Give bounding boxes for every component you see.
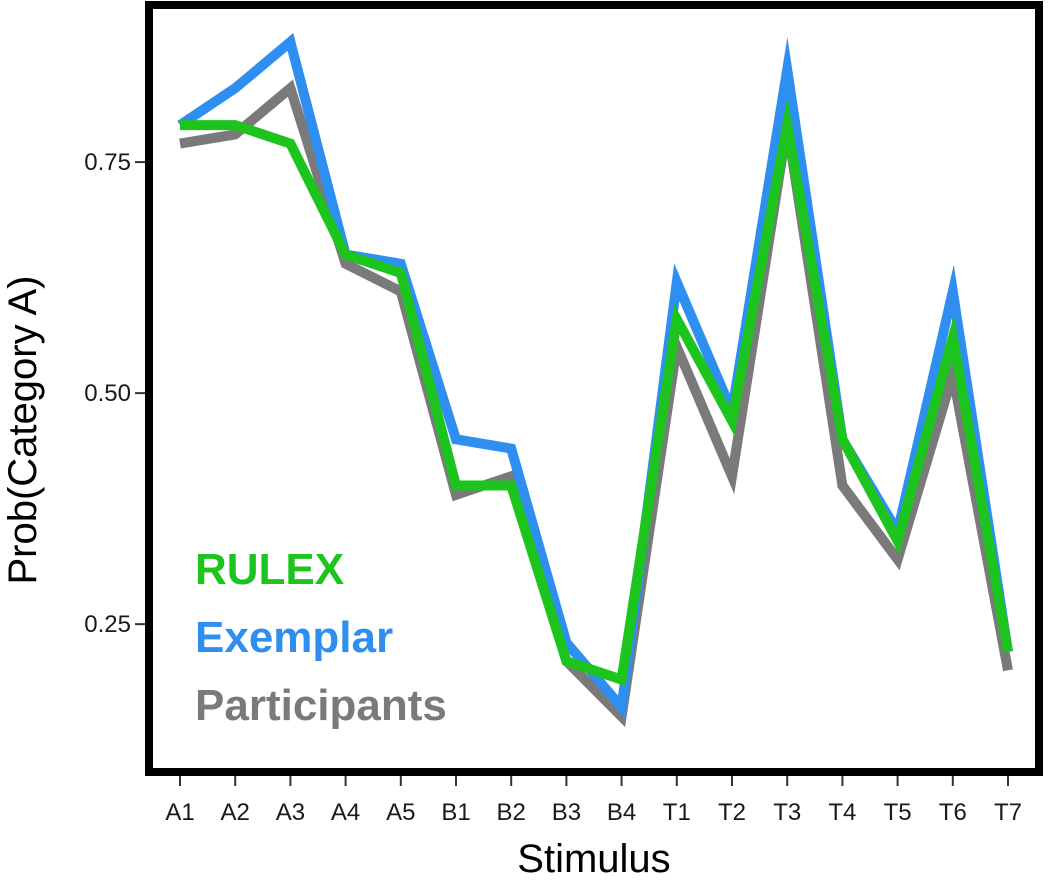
x-axis: A1 A2 A3 A4 A5 B1 B2 B3 B4 T1 T2 T3 T4 T5 T6 T7 (165, 776, 1022, 826)
x-tick-label: A3 (276, 799, 305, 826)
x-tick-label: B3 (552, 799, 581, 826)
legend-label-participants: Participants (195, 681, 447, 730)
y-axis: 0.25 0.50 0.75 (84, 149, 145, 638)
x-tick-label: T4 (828, 799, 856, 826)
y-tick-label: 0.75 (84, 149, 131, 176)
y-tick-label: 0.25 (84, 611, 131, 638)
legend-label-rulex: RULEX (195, 545, 344, 594)
x-tick-label: A5 (386, 799, 415, 826)
x-tick-label: B4 (607, 799, 636, 826)
x-tick-label: T7 (994, 799, 1022, 826)
x-tick-label: A1 (165, 799, 194, 826)
series-line-participants (179, 79, 1013, 728)
x-tick-label: T5 (884, 799, 912, 826)
legend: RULEX Exemplar Participants (195, 545, 447, 730)
y-tick-label: 0.50 (84, 380, 131, 407)
plot-frame (145, 1, 1043, 776)
x-tick-label: A4 (331, 799, 360, 826)
x-tick-label: T6 (939, 799, 967, 826)
x-tick-label: B2 (497, 799, 526, 826)
x-tick-label: A2 (221, 799, 250, 826)
legend-label-exemplar: Exemplar (195, 613, 393, 662)
series-layer (177, 33, 1013, 728)
x-tick-label: T3 (773, 799, 801, 826)
x-axis-title: Stimulus (517, 837, 670, 880)
x-tick-label: T2 (718, 799, 746, 826)
x-tick-label: B1 (441, 799, 470, 826)
series-line-rulex (180, 97, 1013, 687)
y-axis-title: Prob(Category A) (1, 275, 45, 584)
x-tick-label: T1 (663, 799, 691, 826)
